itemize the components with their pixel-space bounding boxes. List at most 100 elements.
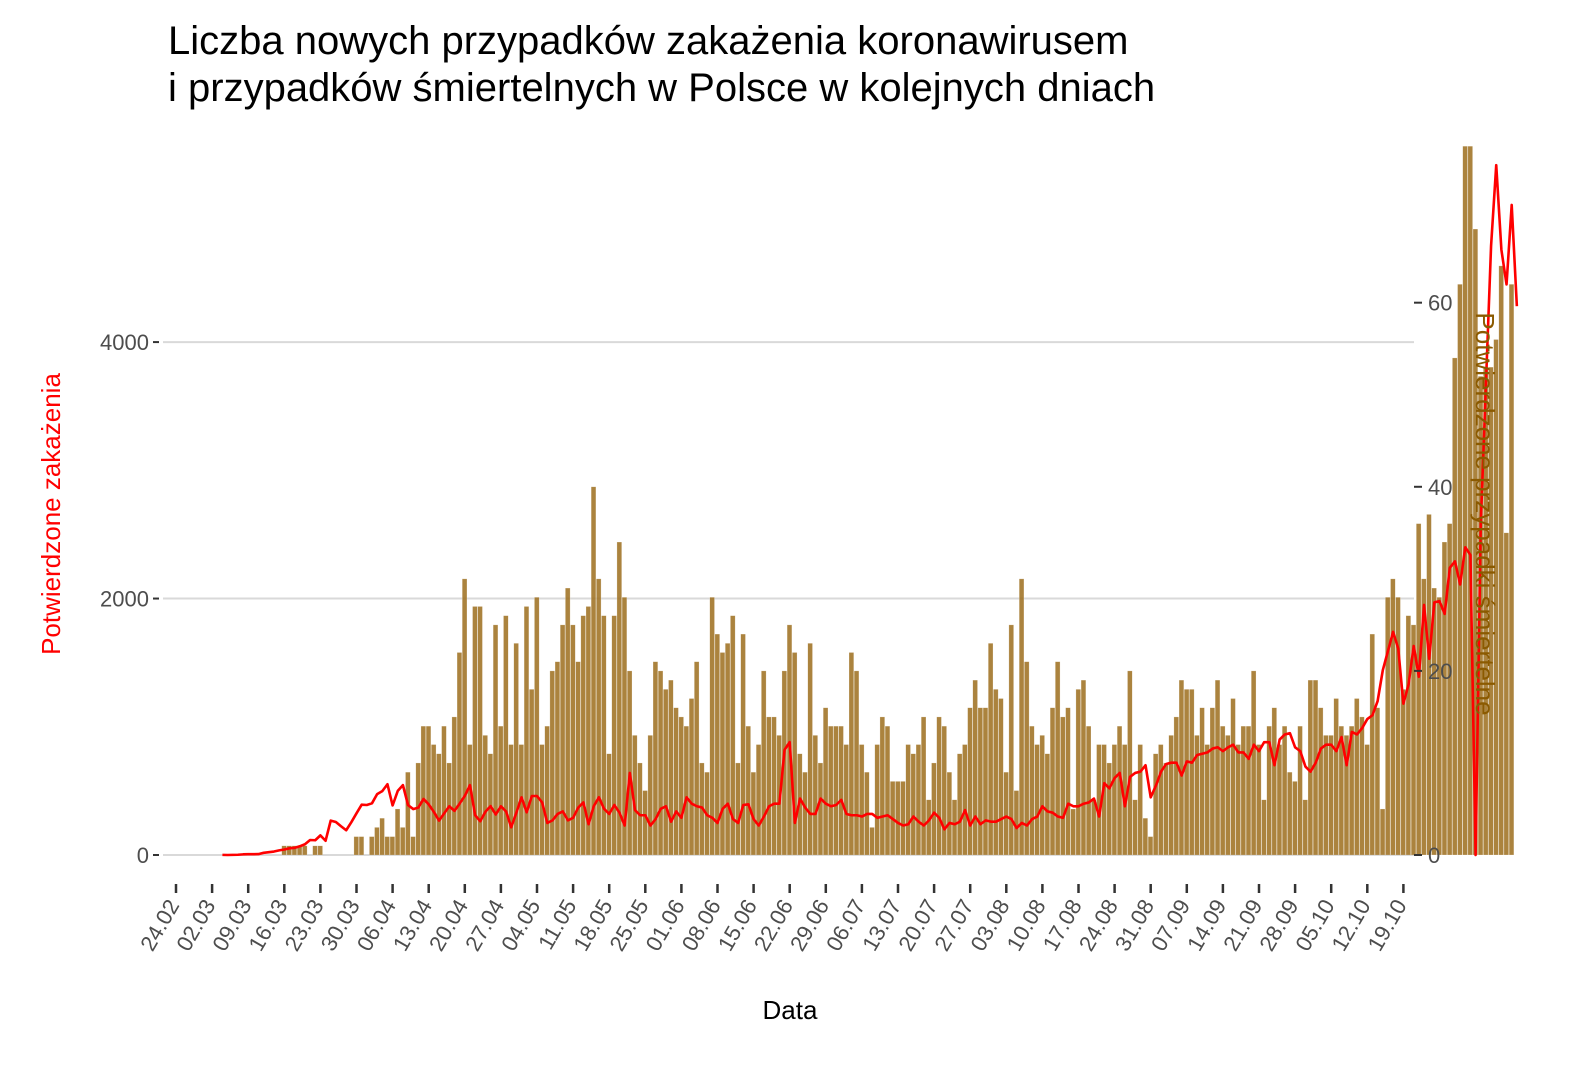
death-bar	[585, 606, 591, 856]
death-bar	[1256, 744, 1262, 856]
death-bar	[1508, 284, 1515, 856]
death-bar	[425, 725, 432, 856]
death-bar	[998, 698, 1004, 856]
death-bar	[688, 698, 695, 856]
death-bar	[668, 679, 674, 856]
death-bar	[513, 643, 519, 856]
death-bar	[807, 643, 813, 856]
death-bar	[1292, 781, 1298, 856]
death-bar	[905, 744, 911, 856]
death-bar	[1127, 670, 1133, 856]
death-bar	[472, 606, 478, 856]
death-bar	[714, 633, 720, 856]
death-bar	[317, 845, 323, 856]
death-bar	[1039, 735, 1045, 856]
death-bar	[1436, 597, 1442, 856]
death-bar	[616, 541, 622, 856]
death-bar	[1441, 541, 1448, 856]
death-bar	[1055, 661, 1061, 856]
death-bar	[745, 725, 751, 856]
death-bar	[1323, 735, 1329, 856]
cases-line	[222, 163, 1519, 857]
death-bar	[1240, 725, 1246, 856]
death-bar	[627, 670, 633, 856]
death-bar	[1354, 698, 1360, 856]
death-bar	[1462, 145, 1468, 856]
death-bar	[1343, 735, 1350, 856]
death-bar	[967, 707, 973, 856]
death-bar	[771, 716, 777, 856]
death-bar	[642, 790, 648, 856]
death-bar	[962, 744, 968, 856]
death-bar	[694, 661, 700, 856]
y-right-tick-label: 40	[1428, 475, 1452, 500]
death-bar	[817, 762, 824, 856]
death-bar	[982, 707, 989, 856]
death-bar	[1251, 670, 1257, 856]
death-bar	[848, 652, 855, 856]
x-tick-label: 04.05	[496, 895, 545, 955]
death-bar	[1080, 679, 1087, 856]
death-bar	[1147, 836, 1154, 856]
death-bar	[596, 578, 602, 856]
death-bar	[879, 716, 885, 856]
death-bar	[508, 744, 514, 856]
death-bar	[1446, 523, 1453, 856]
death-bar	[1271, 707, 1277, 856]
death-bar	[1405, 615, 1411, 856]
death-bar	[1199, 707, 1205, 856]
death-bar	[853, 670, 860, 856]
death-bar	[436, 753, 442, 856]
death-bar	[843, 744, 849, 856]
death-bar	[663, 689, 669, 856]
death-bar	[451, 716, 457, 856]
death-bar	[431, 744, 437, 856]
death-bar	[1426, 514, 1432, 856]
death-bar	[926, 799, 932, 856]
death-bar	[534, 597, 540, 856]
death-bar	[487, 753, 494, 856]
chart-title-line-2: i przypadków śmiertelnych w Polsce w kol…	[168, 66, 1156, 110]
death-bar	[657, 670, 664, 856]
death-bar	[379, 817, 385, 856]
death-bar	[1385, 597, 1391, 856]
y-axis-left-title: Potwierdzone zakażenia	[36, 373, 66, 655]
y-right-tick-label: 20	[1428, 659, 1452, 684]
death-bar	[611, 615, 617, 856]
death-bar	[1173, 716, 1179, 856]
death-bar	[1302, 799, 1308, 856]
death-bar	[735, 762, 741, 856]
death-bar	[946, 771, 952, 856]
death-bar	[1498, 265, 1504, 856]
death-bar	[1431, 587, 1437, 856]
death-bar	[286, 845, 292, 856]
death-bar	[590, 486, 597, 856]
death-bar	[1503, 532, 1509, 856]
y-left-tick-label: 0	[137, 843, 149, 868]
death-bar	[575, 661, 581, 856]
death-bar	[761, 670, 767, 856]
death-bar	[1266, 725, 1272, 856]
death-bar	[900, 781, 906, 856]
death-bar	[812, 735, 818, 856]
death-bar	[1137, 744, 1143, 856]
death-bar	[647, 735, 653, 856]
death-bar	[1075, 689, 1081, 856]
y-left-tick-label: 4000	[100, 330, 149, 355]
death-bar	[1400, 689, 1406, 856]
death-bar	[1287, 771, 1293, 856]
death-bar	[1132, 799, 1138, 856]
death-bar	[1008, 624, 1014, 856]
death-bar	[786, 624, 793, 856]
death-bar	[1488, 366, 1494, 856]
death-bar	[1214, 679, 1221, 856]
death-bar	[1163, 762, 1169, 856]
death-bar	[1467, 145, 1473, 856]
death-bar	[957, 753, 963, 856]
death-bar	[1261, 799, 1267, 856]
death-bar	[1111, 744, 1118, 856]
death-bar	[492, 624, 499, 856]
x-tick-label: 19.10	[1363, 895, 1412, 955]
death-bar	[683, 725, 689, 856]
death-bar	[1364, 744, 1370, 856]
